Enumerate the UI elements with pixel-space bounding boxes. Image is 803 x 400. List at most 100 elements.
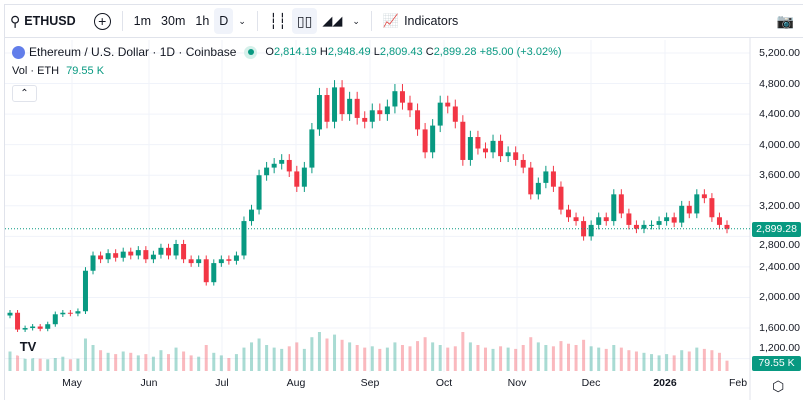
candle bbox=[98, 255, 104, 260]
volume-bar bbox=[393, 342, 397, 371]
candle bbox=[135, 250, 141, 256]
volume-bar bbox=[166, 354, 170, 371]
volume-bar bbox=[182, 351, 186, 371]
volume-bar bbox=[521, 345, 525, 371]
screenshot-button[interactable]: 📷 bbox=[772, 8, 799, 34]
candle bbox=[362, 117, 368, 122]
volume-bar bbox=[687, 351, 691, 371]
candle bbox=[181, 244, 187, 260]
candle bbox=[226, 259, 232, 261]
candle bbox=[649, 224, 655, 226]
volume-bar bbox=[612, 345, 616, 371]
volume-bar bbox=[408, 346, 412, 371]
volume-bar bbox=[582, 339, 586, 371]
volume-label: Vol · ETH bbox=[12, 65, 60, 77]
time-tick: Jul bbox=[215, 377, 229, 389]
candle bbox=[369, 110, 375, 122]
price-tick: 4,400.00 bbox=[759, 108, 800, 121]
volume-bar bbox=[83, 338, 87, 371]
symbol-search[interactable]: ⚲ ETHUSD bbox=[5, 8, 81, 34]
interval-1m[interactable]: 1m bbox=[133, 14, 152, 28]
candle bbox=[203, 259, 209, 283]
candle bbox=[150, 254, 156, 260]
camera-icon: 📷 bbox=[776, 12, 794, 29]
interval-d[interactable]: D bbox=[214, 8, 234, 34]
volume-bar bbox=[310, 337, 314, 371]
volume-bar bbox=[363, 347, 367, 371]
area-chart-button[interactable]: ◢◢ bbox=[317, 8, 347, 34]
divider bbox=[121, 11, 123, 31]
candle bbox=[626, 213, 632, 225]
volume-bar bbox=[106, 352, 110, 371]
candle bbox=[603, 217, 609, 222]
volume-bar bbox=[16, 355, 20, 371]
volume-legend: Vol · ETH 79.55 K bbox=[12, 65, 104, 77]
volume-bar bbox=[650, 354, 654, 371]
chart-type-dropdown[interactable]: ⌄ bbox=[347, 8, 365, 34]
time-tick: 2026 bbox=[653, 377, 677, 389]
candle bbox=[264, 167, 270, 176]
time-tick: Dec bbox=[581, 377, 601, 389]
candle bbox=[316, 95, 322, 130]
volume-bar bbox=[725, 360, 729, 371]
volume-bar bbox=[197, 356, 201, 371]
interval-dropdown[interactable]: ⌄ bbox=[233, 8, 251, 34]
volume-bar bbox=[204, 345, 208, 371]
bars-chart-button[interactable]: ┆┆ bbox=[264, 8, 292, 34]
volume-bar bbox=[333, 334, 337, 371]
candle bbox=[309, 129, 315, 168]
candle bbox=[664, 217, 670, 222]
time-tick: May bbox=[62, 377, 82, 389]
volume-value: 79.55 K bbox=[66, 65, 105, 77]
volume-bar bbox=[46, 359, 50, 371]
volume-bar bbox=[114, 354, 118, 371]
candle bbox=[105, 253, 111, 260]
interval-30m[interactable]: 30m bbox=[161, 14, 186, 28]
candle bbox=[399, 91, 405, 103]
ohlc-values: O2,814.19 H2,948.49 L2,809.43 C2,899.28 … bbox=[265, 46, 562, 58]
interval-1h[interactable]: 1h bbox=[195, 14, 210, 28]
candle bbox=[520, 159, 526, 168]
candle bbox=[633, 224, 639, 229]
indicators-button[interactable]: 📈 Indicators bbox=[378, 8, 463, 34]
candle bbox=[241, 221, 247, 256]
volume-bar bbox=[529, 337, 533, 371]
candle bbox=[279, 159, 285, 164]
volume-bar bbox=[317, 332, 321, 371]
candle bbox=[430, 125, 436, 153]
volume-badge: 79.55 K bbox=[752, 356, 801, 371]
volume-bar bbox=[438, 345, 442, 371]
volume-bar bbox=[589, 346, 593, 371]
volume-bar bbox=[325, 338, 329, 371]
candle bbox=[641, 224, 647, 229]
symbol-title: Ethereum / U.S. Dollar · 1D · Coinbase bbox=[29, 45, 237, 59]
collapse-legend-button[interactable]: ⌃ bbox=[12, 85, 37, 102]
candle bbox=[437, 102, 443, 126]
volume-bar bbox=[461, 332, 465, 371]
volume-bar bbox=[642, 352, 646, 371]
plus-circle-icon: + bbox=[93, 12, 111, 30]
candle bbox=[543, 171, 549, 183]
volume-bar bbox=[8, 351, 12, 371]
candles-chart-button[interactable]: ▯▯ bbox=[291, 8, 318, 34]
settings-icon[interactable]: ⬡ bbox=[772, 378, 785, 394]
price-tick: 1,600.00 bbox=[759, 322, 800, 335]
tradingview-logo: TV bbox=[14, 335, 42, 359]
candle bbox=[422, 129, 428, 153]
compare-button[interactable]: + bbox=[89, 8, 116, 34]
symbol-label: ETHUSD bbox=[24, 14, 76, 28]
volume-bar bbox=[491, 348, 495, 371]
candle bbox=[407, 102, 413, 111]
volume-bar bbox=[431, 342, 435, 371]
volume-bar bbox=[340, 339, 344, 371]
volume-bar bbox=[619, 347, 623, 371]
candle bbox=[611, 194, 617, 222]
volume-bar bbox=[423, 337, 427, 371]
volume-bar bbox=[227, 358, 231, 371]
candle bbox=[347, 98, 353, 115]
candle bbox=[45, 324, 51, 329]
candle bbox=[294, 171, 300, 187]
chevron-down-icon: ⌄ bbox=[238, 15, 246, 26]
time-tick: Nov bbox=[507, 377, 527, 389]
